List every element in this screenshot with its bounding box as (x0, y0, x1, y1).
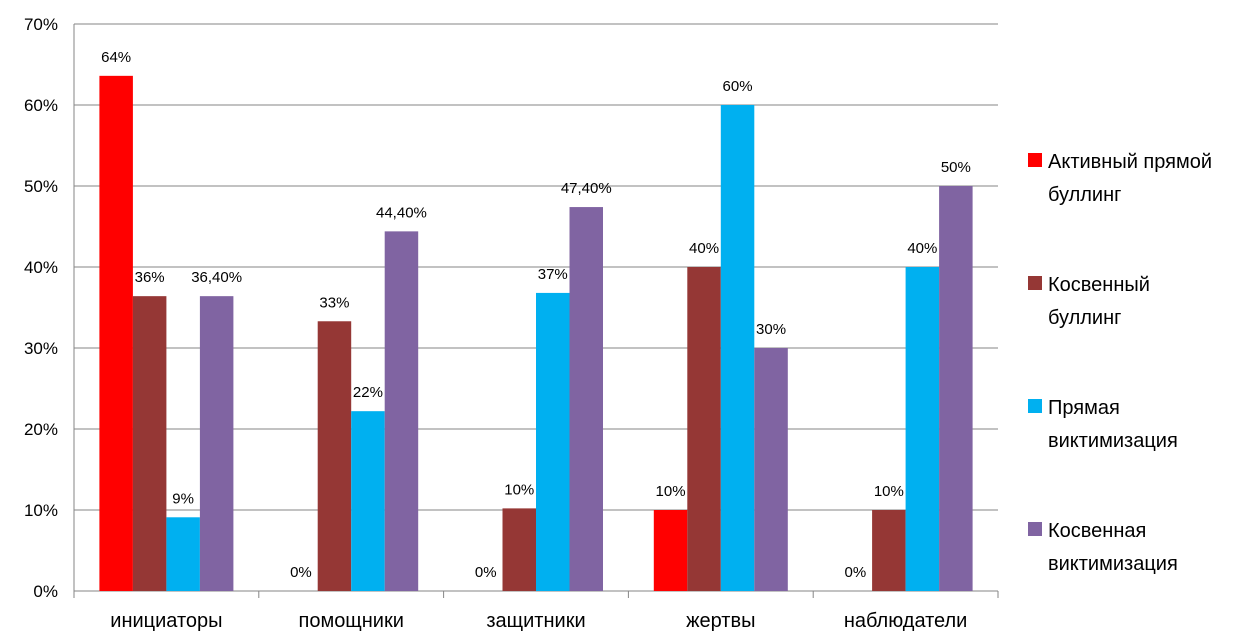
x-category-label: помощники (298, 610, 403, 632)
data-label: 60% (723, 78, 753, 95)
bar (99, 75, 133, 592)
bar (720, 105, 755, 591)
data-label: 33% (319, 294, 349, 311)
x-category-label: жертвы (686, 610, 755, 632)
data-label: 36,40% (191, 269, 242, 286)
bar (502, 508, 536, 591)
bar (939, 186, 973, 591)
y-tick-label: 30% (24, 339, 58, 358)
legend-swatch (1028, 522, 1042, 536)
bar (687, 267, 721, 591)
bar (536, 292, 570, 591)
bar (132, 296, 167, 591)
bar (199, 296, 234, 591)
y-tick-label: 10% (24, 501, 58, 520)
data-label: 64% (101, 49, 131, 66)
legend-swatch (1028, 153, 1042, 167)
legend-label: Прямая виктимизация (1048, 397, 1178, 452)
y-tick-label: 20% (24, 420, 58, 439)
data-label: 10% (504, 481, 534, 498)
data-label: 0% (475, 564, 497, 581)
data-label: 10% (656, 483, 686, 500)
data-label: 0% (845, 564, 867, 581)
x-category-label: инициаторы (110, 610, 222, 632)
data-label: 44,40% (376, 204, 427, 221)
legend-label: Косвенный буллинг (1048, 274, 1150, 329)
bar (317, 321, 352, 591)
data-label: 47,40% (561, 180, 612, 197)
data-label: 30% (756, 321, 786, 338)
y-tick-label: 0% (33, 582, 58, 601)
bar (754, 348, 788, 591)
bar (905, 267, 940, 591)
data-label: 9% (172, 490, 194, 507)
data-label: 22% (353, 384, 383, 401)
data-label: 36% (135, 269, 165, 286)
legend-label: Косвенная виктимизация (1048, 520, 1178, 575)
bar (653, 510, 688, 591)
x-category-label: защитники (486, 610, 585, 632)
y-tick-label: 50% (24, 177, 58, 196)
data-label: 10% (874, 483, 904, 500)
bar (569, 207, 603, 591)
bar (351, 411, 385, 591)
y-tick-label: 70% (24, 15, 58, 34)
legend-swatch (1028, 399, 1042, 413)
y-tick-label: 60% (24, 96, 58, 115)
data-label: 50% (941, 159, 971, 176)
data-label: 37% (538, 266, 568, 283)
legend-label: Активный прямой буллинг (1048, 151, 1213, 206)
data-label: 0% (290, 564, 312, 581)
legend-swatch (1028, 276, 1042, 290)
x-category-label: наблюдатели (844, 610, 968, 632)
bar (166, 517, 200, 591)
bar (384, 231, 419, 592)
y-tick-label: 40% (24, 258, 58, 277)
bar (872, 510, 906, 591)
data-label: 40% (907, 240, 937, 257)
data-label: 40% (689, 240, 719, 257)
